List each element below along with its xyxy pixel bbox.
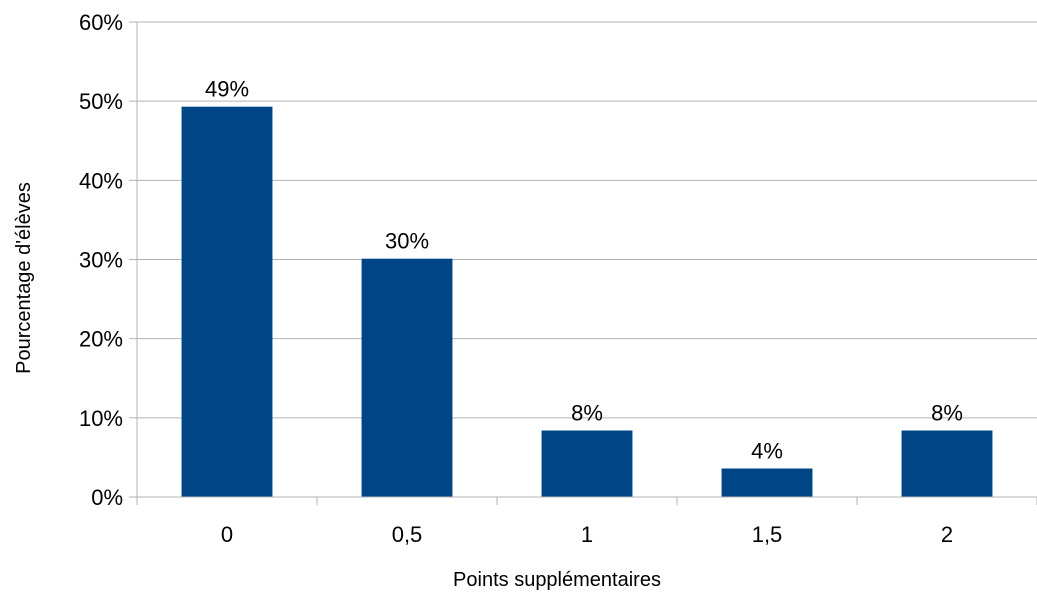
data-label: 8% [931,401,963,426]
x-tick-label: 0,5 [392,522,423,547]
bar [361,258,453,497]
y-tick-label: 60% [79,10,123,35]
y-tick-label: 40% [79,168,123,193]
y-tick-label: 30% [79,248,123,273]
data-label: 8% [571,401,603,426]
data-label: 30% [385,229,429,254]
x-tick-label: 1 [581,522,593,547]
axes [129,21,1037,505]
data-label: 49% [205,77,249,102]
x-axis-title: Points supplémentaires [453,569,661,591]
labels: 0% 10% 20% 30% 40% 50% 60% 49% 0 30% 0,5 8% 1 4% 1,5 8%… [79,10,963,547]
y-tick-label: 0% [91,485,123,510]
data-label: 4% [751,439,783,464]
x-tick-label: 1,5 [752,522,783,547]
x-tick-label: 2 [941,522,953,547]
y-tick-label: 10% [79,406,123,431]
y-tick-label: 50% [79,89,123,114]
y-axis-title: Pourcentage d'élèves [13,182,35,374]
bar [901,430,993,497]
bar [541,430,633,497]
y-tick-label: 20% [79,327,123,352]
x-tick-label: 0 [221,522,233,547]
bar [721,468,813,497]
bars [181,106,993,497]
gridlines [137,21,1037,419]
bar [181,106,273,497]
